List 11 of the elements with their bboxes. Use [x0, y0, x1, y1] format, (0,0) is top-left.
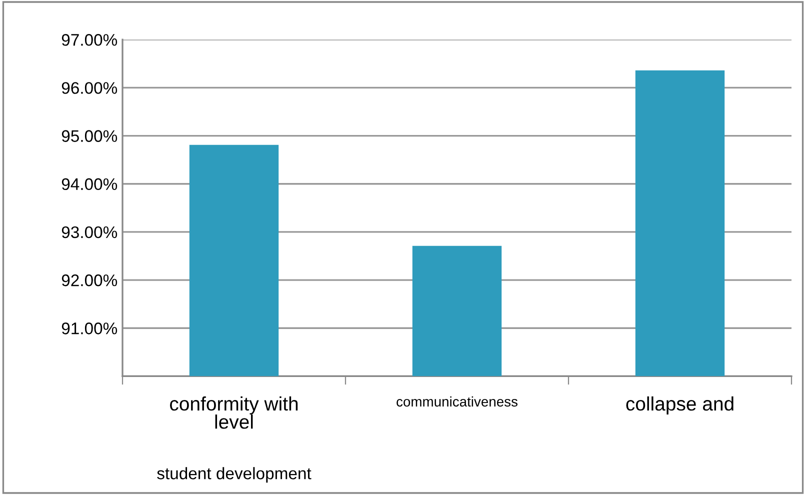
y-tick-label: 91.00% [62, 322, 118, 334]
x-tick-label: collapse and [626, 396, 734, 415]
x-tick-label: communicativeness [396, 396, 518, 407]
y-tick-label: 96.00% [62, 82, 118, 94]
y-tick-label: 97.00% [62, 34, 118, 46]
x-tick-label: conformity with level [170, 396, 298, 429]
y-tick-label: 95.00% [62, 130, 118, 142]
y-tick-label: 94.00% [62, 178, 118, 190]
text: student development [157, 467, 312, 483]
y-tick-label: 93.00% [62, 226, 118, 238]
y-tick-label: 92.00% [62, 274, 118, 286]
